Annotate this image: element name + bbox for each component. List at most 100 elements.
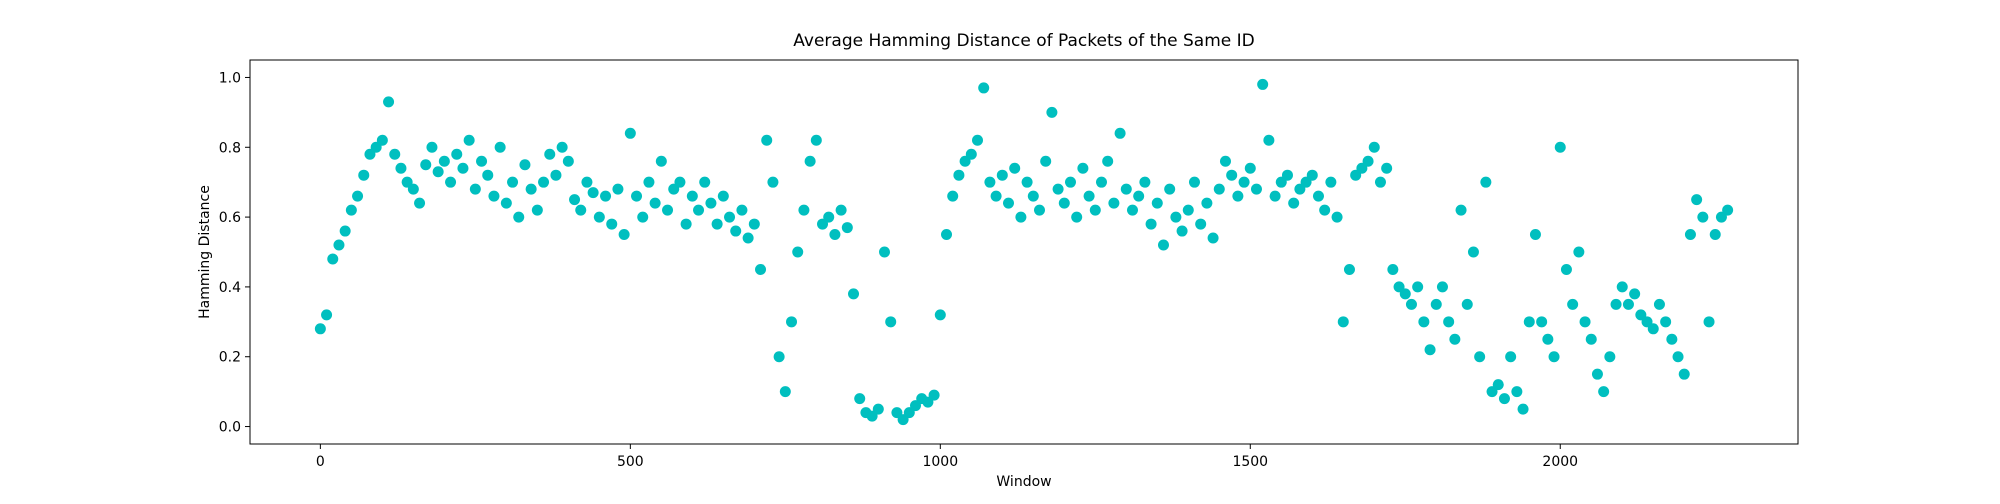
point bbox=[941, 229, 953, 241]
point bbox=[414, 197, 426, 209]
point bbox=[1201, 197, 1213, 209]
point bbox=[823, 211, 835, 223]
point bbox=[1064, 176, 1076, 188]
point bbox=[1604, 351, 1616, 363]
point bbox=[1244, 162, 1256, 174]
x-tick-label: 500 bbox=[617, 454, 644, 470]
point bbox=[507, 176, 519, 188]
point bbox=[1591, 368, 1603, 380]
point bbox=[500, 197, 512, 209]
point bbox=[1151, 197, 1163, 209]
point bbox=[1381, 162, 1393, 174]
point bbox=[854, 393, 866, 405]
point bbox=[1697, 211, 1709, 223]
point bbox=[1288, 197, 1300, 209]
point bbox=[1281, 169, 1293, 181]
point bbox=[1133, 190, 1145, 202]
point bbox=[1331, 211, 1343, 223]
point bbox=[1505, 351, 1517, 363]
point bbox=[513, 211, 525, 223]
point bbox=[612, 183, 624, 195]
point bbox=[469, 183, 481, 195]
point bbox=[1368, 141, 1380, 153]
point bbox=[1399, 288, 1411, 300]
point bbox=[928, 389, 940, 401]
point bbox=[724, 211, 736, 223]
point bbox=[525, 183, 537, 195]
point bbox=[581, 176, 593, 188]
point bbox=[457, 162, 469, 174]
point bbox=[1554, 141, 1566, 153]
point bbox=[1424, 344, 1436, 356]
point bbox=[1374, 176, 1386, 188]
point bbox=[618, 229, 630, 241]
point bbox=[1114, 127, 1126, 139]
point bbox=[352, 190, 364, 202]
point bbox=[1523, 316, 1535, 328]
point bbox=[1089, 204, 1101, 216]
point bbox=[1449, 333, 1461, 345]
point bbox=[767, 176, 779, 188]
point bbox=[1678, 368, 1690, 380]
plot-frame bbox=[249, 59, 1799, 445]
point bbox=[742, 232, 754, 244]
point bbox=[1337, 316, 1349, 328]
point bbox=[848, 288, 860, 300]
point bbox=[1207, 232, 1219, 244]
point bbox=[345, 204, 357, 216]
point bbox=[624, 127, 636, 139]
point bbox=[1492, 379, 1504, 391]
y-tick-label: 0.0 bbox=[219, 420, 241, 436]
point bbox=[1188, 176, 1200, 188]
point bbox=[736, 204, 748, 216]
point bbox=[686, 190, 698, 202]
point bbox=[1009, 162, 1021, 174]
y-tick-label: 0.6 bbox=[219, 210, 241, 226]
point bbox=[984, 176, 996, 188]
point bbox=[841, 222, 853, 234]
point bbox=[872, 403, 884, 415]
point bbox=[1226, 169, 1238, 181]
point bbox=[1672, 351, 1684, 363]
point bbox=[1325, 176, 1337, 188]
point bbox=[761, 134, 773, 146]
point bbox=[1666, 333, 1678, 345]
point bbox=[730, 225, 742, 237]
point bbox=[835, 204, 847, 216]
point bbox=[1145, 218, 1157, 230]
point bbox=[972, 134, 984, 146]
point bbox=[1040, 155, 1052, 167]
point bbox=[587, 187, 599, 199]
point bbox=[550, 169, 562, 181]
point bbox=[717, 190, 729, 202]
point bbox=[488, 190, 500, 202]
point bbox=[1703, 316, 1715, 328]
point bbox=[1536, 316, 1548, 328]
point bbox=[643, 176, 655, 188]
point bbox=[1052, 183, 1064, 195]
point bbox=[1585, 333, 1597, 345]
chart-title: Average Hamming Distance of Packets of t… bbox=[793, 31, 1254, 51]
point bbox=[1443, 316, 1455, 328]
point bbox=[773, 351, 785, 363]
point bbox=[1517, 403, 1529, 415]
point bbox=[1015, 211, 1027, 223]
point bbox=[1579, 316, 1591, 328]
point bbox=[432, 166, 444, 178]
point bbox=[1629, 288, 1641, 300]
point bbox=[680, 218, 692, 230]
point bbox=[593, 211, 605, 223]
point bbox=[798, 204, 810, 216]
point bbox=[1269, 190, 1281, 202]
point bbox=[556, 141, 568, 153]
point bbox=[407, 183, 419, 195]
point bbox=[1319, 204, 1331, 216]
point bbox=[482, 169, 494, 181]
point bbox=[1529, 229, 1541, 241]
point bbox=[1120, 183, 1132, 195]
point bbox=[451, 148, 463, 160]
point bbox=[1046, 106, 1058, 118]
point bbox=[1312, 190, 1324, 202]
point bbox=[1647, 323, 1659, 335]
point bbox=[1480, 176, 1492, 188]
